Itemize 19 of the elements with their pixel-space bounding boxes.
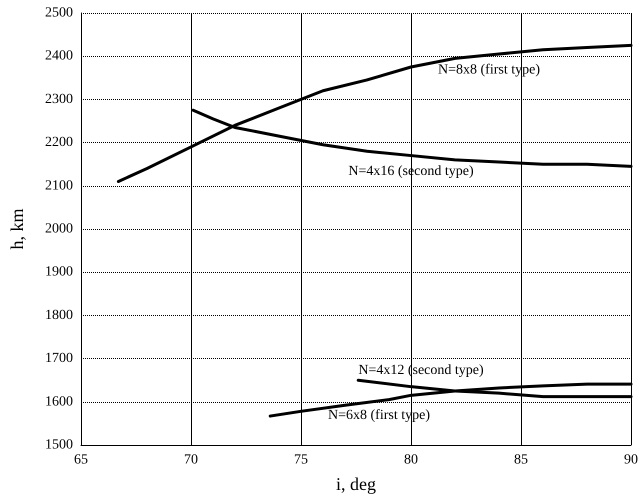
x-axis-title: i, deg (336, 474, 376, 494)
y-tick-label: 2200 (45, 135, 73, 150)
x-tick-label: 75 (294, 452, 308, 468)
x-tick-label: 70 (184, 452, 198, 468)
y-tick-label: 1800 (45, 308, 73, 323)
y-tick-label: 2100 (45, 178, 73, 194)
y-tick-label: 2300 (45, 92, 73, 107)
y-axis-title: h, km (7, 208, 27, 250)
y-tick-label: 1900 (45, 264, 73, 280)
y-tick-label: 2000 (45, 222, 73, 236)
y-tick-label: 2400 (45, 48, 73, 64)
x-tick-label: 90 (624, 452, 638, 468)
x-tick-label: 85 (514, 452, 528, 468)
y-tick-label: 1600 (45, 394, 73, 410)
x-tick-label: 80 (404, 452, 418, 468)
x-tick-label: 65 (74, 452, 88, 468)
y-tick-label: 2500 (45, 6, 73, 20)
y-tick-label: 1700 (45, 351, 73, 366)
y-tick-label: 1500 (45, 438, 73, 452)
